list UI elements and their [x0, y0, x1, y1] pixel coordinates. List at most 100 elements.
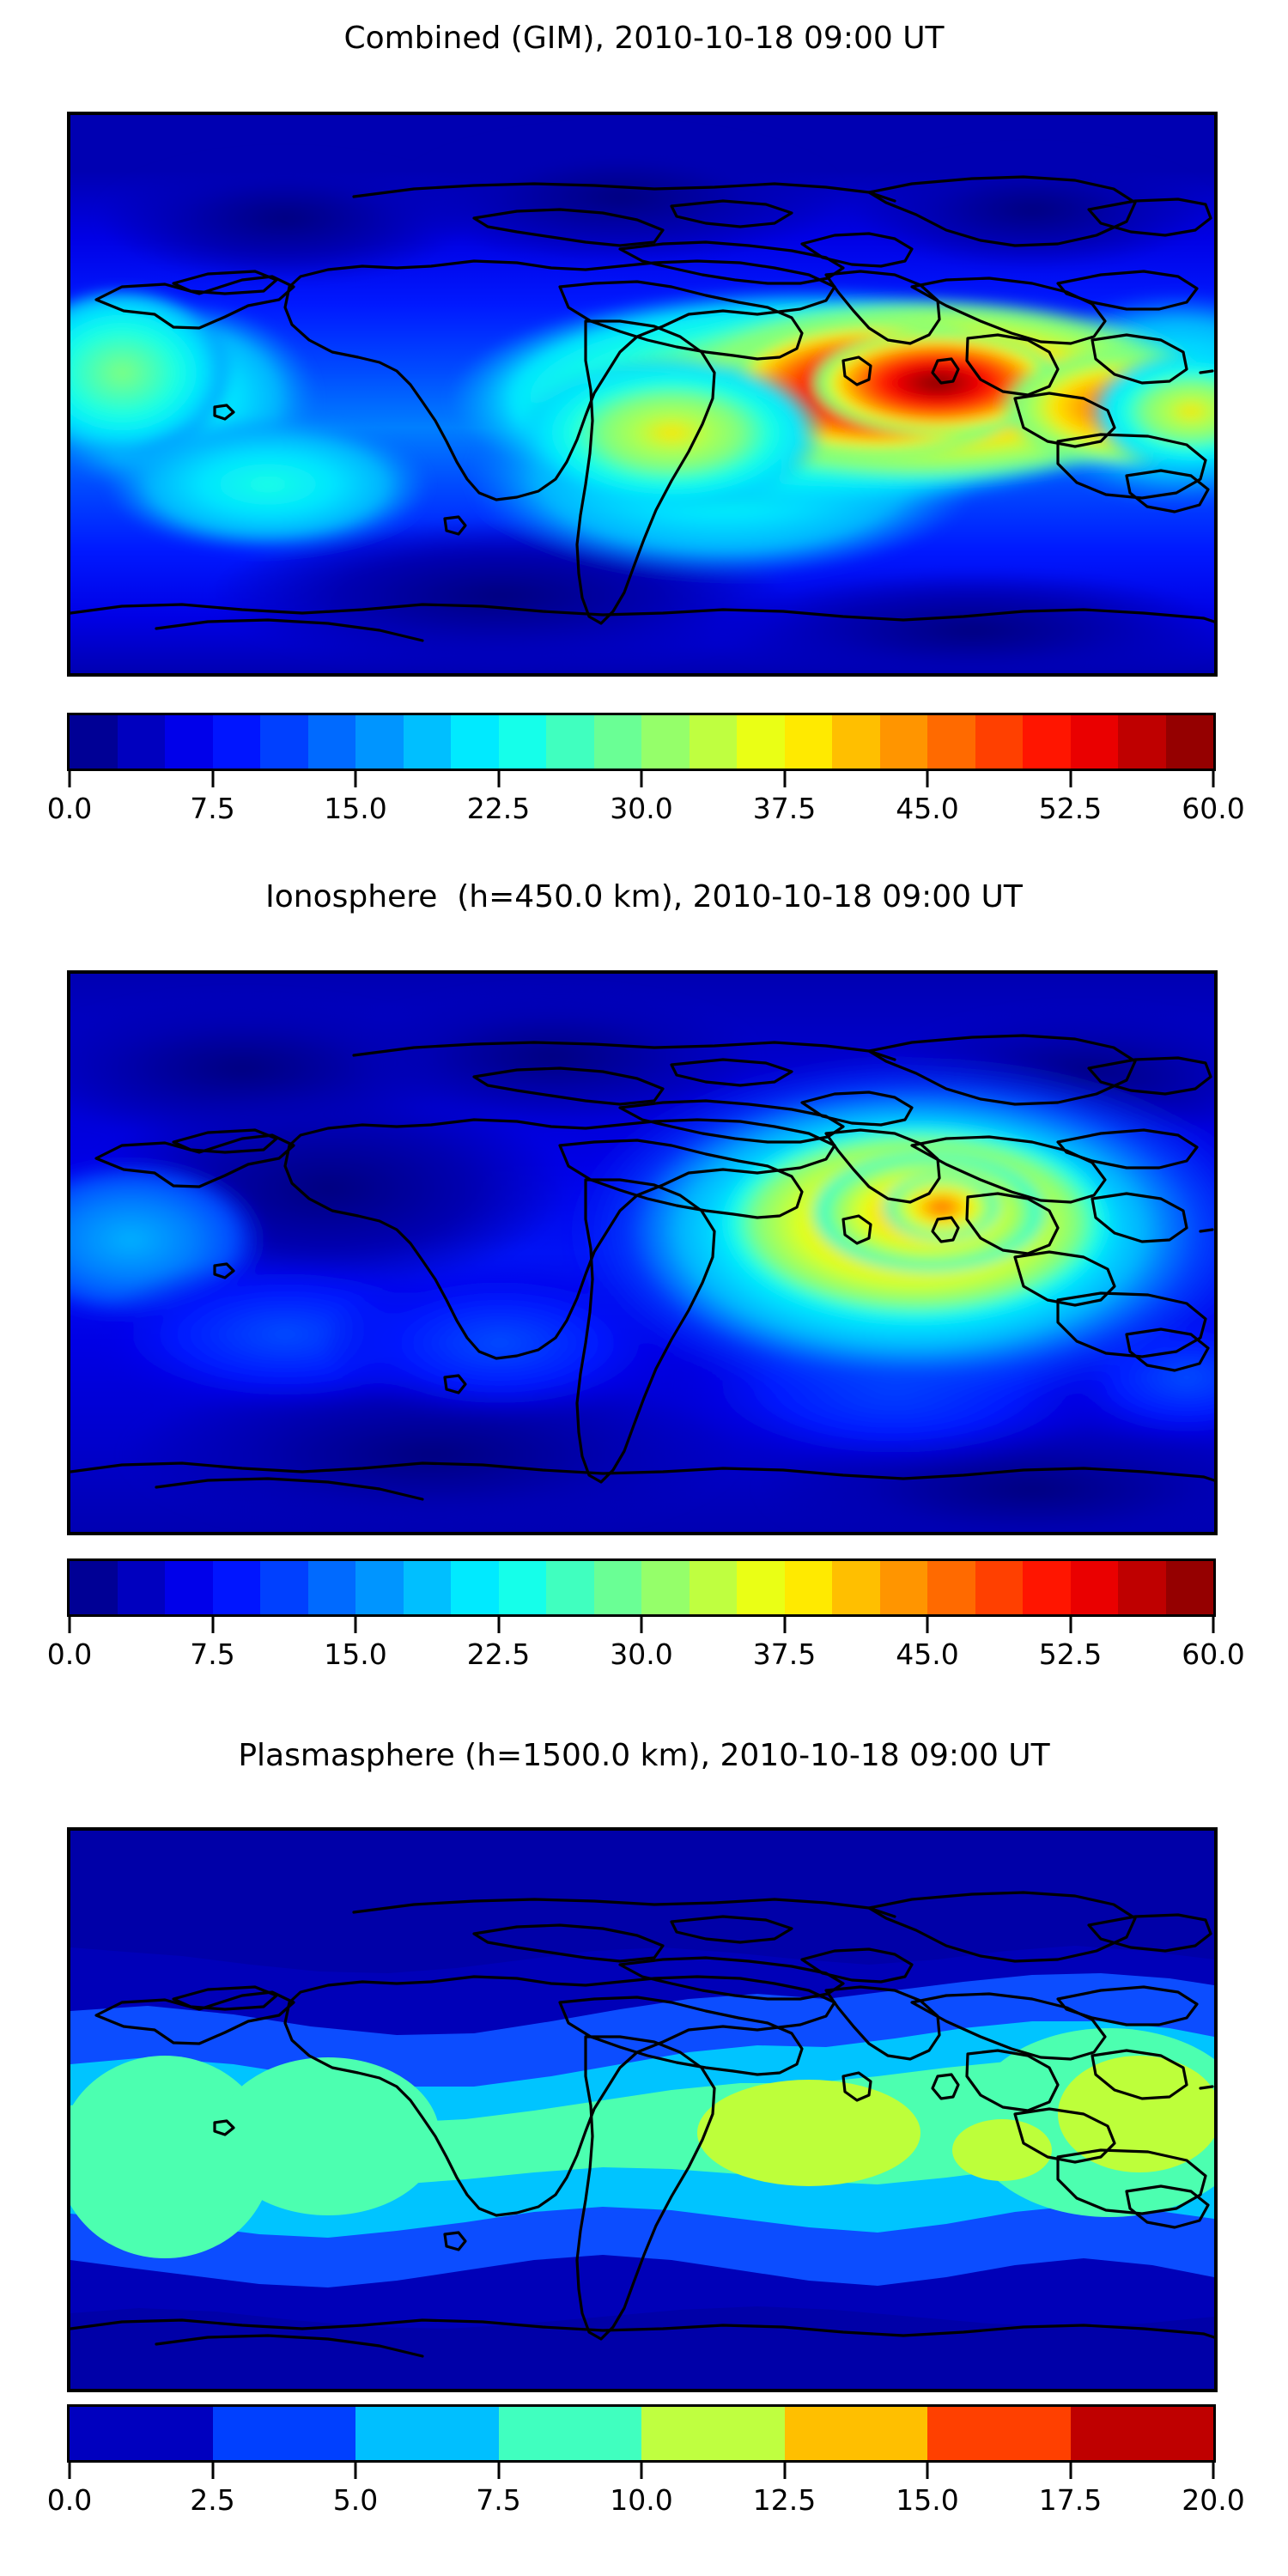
colorbar-segment	[1165, 715, 1213, 769]
colorbar-tick-label: 45.0	[896, 1637, 959, 1671]
colorbar-segment	[165, 1561, 213, 1614]
colorbar-segment	[927, 1561, 975, 1614]
colorbar-tick-label: 15.0	[324, 1637, 387, 1671]
colorbar-segment	[975, 1561, 1023, 1614]
colorbar-tick-label: 52.5	[1038, 1637, 1103, 1671]
colorbar-plasmasphere: 0.0 2.5 5.0 7.5 10.0 12.5 15.0 17.5 20.0	[47, 2404, 1245, 2526]
colorbar-tick-label: 37.5	[752, 1637, 817, 1671]
colorbar-tick	[354, 1617, 357, 1633]
colorbar-segment	[737, 715, 785, 769]
colorbar-segment	[689, 715, 737, 769]
colorbar-combined-bar	[67, 713, 1216, 771]
colorbar-tick	[1212, 2463, 1215, 2479]
colorbar-tick-label: 7.5	[476, 2483, 521, 2517]
colorbar-segment	[927, 2407, 1071, 2460]
map-axes-combined	[67, 112, 1218, 677]
map-svg-ionosphere	[70, 974, 1214, 1532]
colorbar-segment	[307, 1561, 355, 1614]
colorbar-segment	[355, 2407, 499, 2460]
colorbar-segment	[498, 1561, 546, 1614]
colorbar-ionosphere-bar	[67, 1558, 1216, 1617]
colorbar-segment	[641, 715, 690, 769]
colorbar-segment	[70, 715, 118, 769]
colorbar-tick	[68, 2463, 71, 2479]
colorbar-tick-label: 30.0	[610, 1637, 673, 1671]
colorbar-segment	[546, 1561, 594, 1614]
colorbar-segment	[260, 1561, 308, 1614]
colorbar-tick-label: 60.0	[1182, 1637, 1245, 1671]
map-axes-plasmasphere	[67, 1827, 1218, 2392]
colorbar-segment	[165, 715, 213, 769]
colorbar-segment	[117, 1561, 165, 1614]
coastlines-ionosphere	[70, 1034, 1214, 1501]
map-axes-ionosphere	[67, 970, 1218, 1535]
colorbar-tick	[926, 2463, 929, 2479]
colorbar-segment	[641, 2407, 785, 2460]
colorbar-tick	[783, 771, 786, 787]
colorbar-tick	[783, 1617, 786, 1633]
colorbar-combined: 0.0 7.5 15.0 22.5 30.0 37.5 45.0 52.5 60.0	[47, 713, 1245, 835]
colorbar-tick-label: 22.5	[466, 792, 531, 825]
colorbar-segment	[1070, 715, 1118, 769]
colorbar-plasmasphere-ticks	[67, 2463, 1216, 2483]
colorbar-tick-label: 22.5	[466, 1637, 531, 1671]
colorbar-tick-label: 30.0	[610, 792, 673, 825]
colorbar-tick-label: 15.0	[896, 2483, 959, 2517]
coastlines-combined	[70, 175, 1214, 642]
panel-ionosphere-title: Ionosphere (h=450.0 km), 2010-10-18 09:0…	[265, 879, 1023, 914]
colorbar-tick	[1069, 1617, 1072, 1633]
colorbar-tick	[497, 771, 500, 787]
colorbar-segment	[1023, 1561, 1071, 1614]
colorbar-segment	[879, 1561, 927, 1614]
colorbar-segment	[784, 1561, 832, 1614]
panel-plasmasphere-title: Plasmasphere (h=1500.0 km), 2010-10-18 0…	[238, 1738, 1050, 1773]
colorbar-tick	[926, 771, 929, 787]
map-svg-combined	[70, 115, 1214, 673]
colorbar-segment	[403, 1561, 451, 1614]
colorbar-tick	[68, 1617, 71, 1633]
colorbar-segment	[498, 2407, 641, 2460]
colorbar-tick	[211, 771, 214, 787]
colorbar-tick-label: 0.0	[46, 2483, 93, 2517]
colorbar-segment	[1070, 2407, 1213, 2460]
colorbar-tick	[354, 2463, 357, 2479]
colorbar-segment	[1023, 715, 1071, 769]
colorbar-segment	[1070, 1561, 1118, 1614]
colorbar-segment	[1118, 1561, 1166, 1614]
colorbar-combined-labels: 0.0 7.5 15.0 22.5 30.0 37.5 45.0 52.5 60.0	[47, 792, 1245, 835]
colorbar-ionosphere-ticks	[67, 1617, 1216, 1637]
colorbar-segment	[641, 1561, 690, 1614]
colorbar-segment	[832, 715, 880, 769]
colorbar-tick	[1069, 2463, 1072, 2479]
colorbar-segment	[403, 715, 451, 769]
colorbar-tick	[354, 771, 357, 787]
colorbar-segment	[593, 1561, 641, 1614]
colorbar-segment	[498, 715, 546, 769]
colorbar-tick-label: 7.5	[190, 792, 235, 825]
colorbar-tick	[1069, 771, 1072, 787]
colorbar-segment	[307, 715, 355, 769]
colorbar-segment	[832, 1561, 880, 1614]
colorbar-tick-label: 10.0	[610, 2483, 673, 2517]
colorbar-segment	[1165, 1561, 1213, 1614]
colorbar-segment	[355, 715, 404, 769]
colorbar-tick-label: 45.0	[896, 792, 959, 825]
colorbar-tick-label: 7.5	[190, 1637, 235, 1671]
colorbar-segment	[927, 715, 975, 769]
colorbar-tick-label: 37.5	[752, 792, 817, 825]
coastlines-plasmasphere	[70, 1891, 1214, 2358]
colorbar-segment	[70, 1561, 118, 1614]
colorbar-tick	[640, 771, 643, 787]
colorbar-segment	[737, 1561, 785, 1614]
colorbar-tick	[497, 1617, 500, 1633]
colorbar-combined-ticks	[67, 771, 1216, 792]
colorbar-segment	[784, 2407, 927, 2460]
colorbar-segment	[546, 715, 594, 769]
colorbar-tick-label: 2.5	[190, 2483, 235, 2517]
colorbar-plasmasphere-labels: 0.0 2.5 5.0 7.5 10.0 12.5 15.0 17.5 20.0	[47, 2483, 1245, 2526]
colorbar-tick-label: 0.0	[46, 792, 93, 825]
map-svg-plasmasphere	[70, 1831, 1214, 2389]
colorbar-tick	[640, 2463, 643, 2479]
colorbar-ionosphere: 0.0 7.5 15.0 22.5 30.0 37.5 45.0 52.5 60.0	[47, 1558, 1245, 1680]
